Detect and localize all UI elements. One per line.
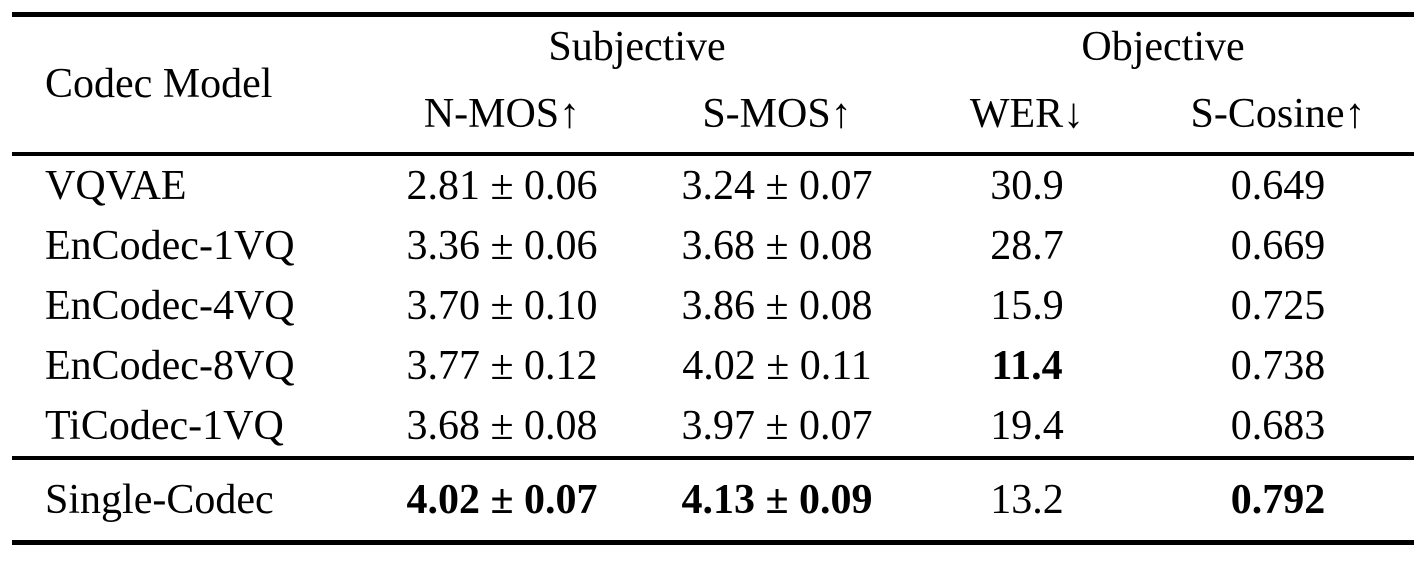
- model-name: Single-Codec: [45, 476, 274, 523]
- n-mos-value: 3.68 ± 0.08: [406, 402, 598, 449]
- s-cosine-value: 0.725: [1230, 282, 1326, 329]
- n-mos-value: 2.81 ± 0.06: [406, 162, 598, 209]
- s-cosine-value: 0.649: [1230, 162, 1326, 209]
- header-s-mos: S-MOS↑: [702, 91, 852, 138]
- wer-value: 30.9: [990, 162, 1064, 209]
- s-cosine-value: 0.669: [1230, 222, 1326, 269]
- s-cosine-value: 0.683: [1230, 402, 1326, 449]
- wer-value: 15.9: [990, 282, 1064, 329]
- table-header: Codec Model Subjective Objective N-MOS↑ …: [12, 15, 1415, 154]
- header-group-objective: Objective: [1081, 23, 1245, 70]
- header-wer: WER↓: [969, 91, 1085, 138]
- model-name: EnCodec-4VQ: [45, 282, 295, 329]
- codec-comparison-table: Codec Model Subjective Objective N-MOS↑ …: [12, 12, 1415, 545]
- wer-value-best: 11.4: [991, 342, 1063, 389]
- s-mos-value: 4.02 ± 0.11: [682, 342, 872, 389]
- table-row-single-codec: Single-Codec 4.02 ± 0.07 4.13 ± 0.09 13.…: [12, 458, 1414, 543]
- s-mos-value: 3.24 ± 0.07: [681, 162, 873, 209]
- table-row-vqvae: VQVAE 2.81 ± 0.06 3.24 ± 0.07 30.9 0.649: [12, 154, 1414, 216]
- s-cosine-value: 0.738: [1230, 342, 1326, 389]
- n-mos-value-best: 4.02 ± 0.07: [406, 476, 598, 523]
- header-group-subjective: Subjective: [548, 23, 726, 70]
- model-name: VQVAE: [45, 162, 187, 209]
- n-mos-value: 3.36 ± 0.06: [406, 222, 598, 269]
- header-sub-row: N-MOS↑ S-MOS↑ WER↓ S-Cosine↑: [12, 77, 1414, 154]
- model-name: EnCodec-1VQ: [45, 222, 295, 269]
- header-s-cosine: S-Cosine↑: [1190, 91, 1366, 138]
- s-mos-value: 3.68 ± 0.08: [681, 222, 873, 269]
- table-footer-row-group: Single-Codec 4.02 ± 0.07 4.13 ± 0.09 13.…: [12, 458, 1414, 543]
- model-name: TiCodec-1VQ: [45, 402, 284, 449]
- header-group-row: Codec Model Subjective Objective: [12, 15, 1414, 107]
- header-n-mos: N-MOS↑: [423, 91, 581, 138]
- wer-value: 28.7: [990, 222, 1064, 269]
- wer-value: 19.4: [990, 402, 1064, 449]
- model-name: EnCodec-8VQ: [45, 342, 295, 389]
- s-mos-value: 3.86 ± 0.08: [681, 282, 873, 329]
- table-body: VQVAE 2.81 ± 0.06 3.24 ± 0.07 30.9 0.649…: [12, 154, 1415, 458]
- s-mos-value: 3.97 ± 0.07: [681, 402, 873, 449]
- s-mos-value-best: 4.13 ± 0.09: [681, 476, 873, 523]
- n-mos-value: 3.70 ± 0.10: [406, 282, 598, 329]
- wer-value: 13.2: [990, 476, 1064, 523]
- s-cosine-value-best: 0.792: [1230, 476, 1326, 523]
- table-row-encodec-1vq: EnCodec-1VQ 3.36 ± 0.06 3.68 ± 0.08 28.7…: [12, 216, 1414, 276]
- table-row-encodec-8vq: EnCodec-8VQ 3.77 ± 0.12 4.02 ± 0.11 11.4…: [12, 336, 1414, 396]
- table-row-encodec-4vq: EnCodec-4VQ 3.70 ± 0.10 3.86 ± 0.08 15.9…: [12, 276, 1414, 336]
- table-row-ticodec-1vq: TiCodec-1VQ 3.68 ± 0.08 3.97 ± 0.07 19.4…: [12, 396, 1414, 458]
- n-mos-value: 3.77 ± 0.12: [406, 342, 598, 389]
- header-codec-model: Codec Model: [45, 61, 273, 108]
